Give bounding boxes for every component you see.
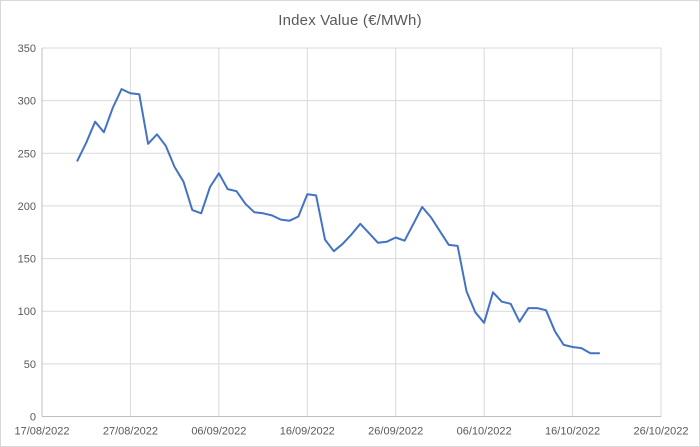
y-axis-tick-label: 250 bbox=[18, 148, 36, 160]
y-axis-tick-label: 150 bbox=[18, 254, 36, 266]
y-axis-tick-label: 200 bbox=[18, 201, 36, 213]
x-axis-tick-label: 16/09/2022 bbox=[280, 426, 335, 438]
y-axis-tick-label: 100 bbox=[18, 306, 36, 318]
series-line bbox=[76, 88, 601, 355]
y-axis-tick-label: 0 bbox=[30, 412, 36, 424]
chart-title: Index Value (€/MWh) bbox=[278, 12, 422, 29]
x-axis-tick-label: 06/10/2022 bbox=[457, 426, 512, 438]
x-axis-tick-label: 17/08/2022 bbox=[14, 426, 69, 438]
x-axis-tick-label: 27/08/2022 bbox=[103, 426, 158, 438]
x-axis-tick-label: 26/10/2022 bbox=[633, 426, 688, 438]
x-axis-tick-label: 16/10/2022 bbox=[545, 426, 600, 438]
y-axis-tick-label: 50 bbox=[24, 359, 36, 371]
y-axis-tick-label: 350 bbox=[18, 43, 36, 55]
y-axis-tick-label: 300 bbox=[18, 96, 36, 108]
x-axis-tick-label: 06/09/2022 bbox=[191, 426, 246, 438]
x-axis-tick-label: 26/09/2022 bbox=[368, 426, 423, 438]
